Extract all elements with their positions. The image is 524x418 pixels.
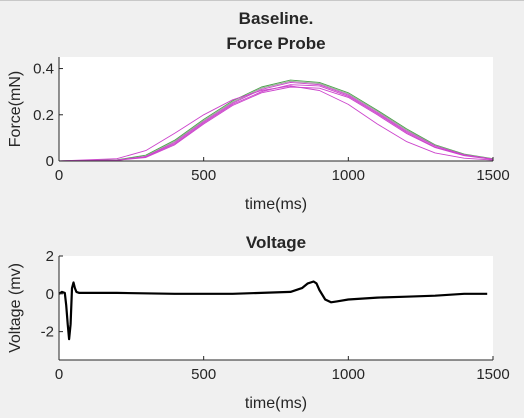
chart1-x-tick-label: 1000 (332, 167, 365, 184)
chart2-ylabel: Voltage (mv) (7, 263, 24, 353)
chart2-y-tick-label: 2 (46, 248, 54, 265)
chart2-y-tick-label: 0 (46, 286, 54, 303)
chart2-title: Voltage (246, 233, 306, 252)
chart1-title-line2: Force Probe (226, 34, 325, 53)
chart1-axes: 0 500 1000 1500 0 0.2 0.4 (33, 57, 510, 184)
voltage-chart: Voltage 0 500 1000 1500 2 0 -2 time(ms) Voltag… (7, 233, 510, 412)
window-top-border (0, 0, 524, 1)
chart1-x-tick-label: 500 (191, 167, 216, 184)
chart2-axes: 0 500 1000 1500 2 0 -2 (41, 248, 510, 383)
chart1-series-line-5 (58, 85, 494, 162)
chart1-x-tick-label: 0 (55, 167, 63, 184)
chart1-y-tick-label: 0.2 (33, 107, 54, 124)
chart1-series-line-4 (58, 86, 494, 162)
chart2-plot-area (59, 256, 493, 360)
chart1-xlabel: time(ms) (245, 196, 307, 213)
chart2-xlabel: time(ms) (245, 395, 307, 412)
chart1-series-group (58, 79, 494, 162)
chart1-plot-area (59, 57, 493, 161)
chart2-x-tick-label: 500 (191, 366, 216, 383)
chart1-ylabel: Force(mN) (7, 71, 24, 147)
chart1-series-line-2 (58, 81, 494, 162)
force-probe-chart: Baseline. Force Probe 0 500 1000 1500 0 0.2 0.… (7, 9, 510, 213)
chart2-series-group (58, 280, 488, 341)
chart1-series-line-3 (58, 84, 494, 162)
chart1-y-tick-label: 0.4 (33, 61, 54, 78)
chart2-series-line-0 (58, 280, 488, 341)
chart2-y-tick-label: -2 (41, 324, 54, 341)
chart1-series-line-0 (58, 79, 494, 162)
chart2-x-tick-label: 1000 (332, 366, 365, 383)
chart1-y-tick-label: 0 (46, 153, 54, 170)
chart2-x-tick-label: 0 (55, 366, 63, 383)
chart2-x-tick-label: 1500 (476, 366, 509, 383)
chart1-x-tick-label: 1500 (476, 167, 509, 184)
chart1-title-line1: Baseline. (239, 9, 314, 28)
